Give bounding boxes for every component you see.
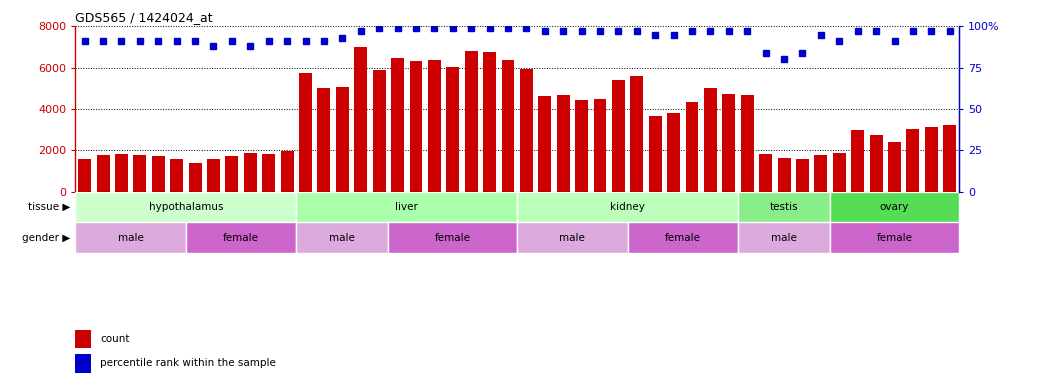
Bar xyxy=(575,100,588,192)
Text: percentile rank within the sample: percentile rank within the sample xyxy=(101,358,276,368)
Text: kidney: kidney xyxy=(610,202,646,212)
Text: male: male xyxy=(117,233,144,243)
Bar xyxy=(75,354,91,373)
Bar xyxy=(778,158,790,192)
Bar xyxy=(518,222,628,253)
Bar xyxy=(722,94,736,192)
Bar xyxy=(115,154,128,192)
Bar xyxy=(556,95,570,192)
Bar xyxy=(685,102,698,192)
Bar xyxy=(244,153,257,192)
Bar xyxy=(738,222,830,253)
Bar xyxy=(79,159,91,192)
Bar xyxy=(668,113,680,192)
Bar xyxy=(907,129,919,192)
Bar xyxy=(833,153,846,192)
Bar xyxy=(297,192,518,222)
Bar xyxy=(170,159,183,192)
Bar xyxy=(704,88,717,192)
Bar xyxy=(830,192,959,222)
Bar xyxy=(870,135,882,192)
Text: testis: testis xyxy=(769,202,799,212)
Text: male: male xyxy=(560,233,586,243)
Bar xyxy=(888,142,901,192)
Bar xyxy=(189,163,201,192)
Bar xyxy=(299,73,312,192)
Bar xyxy=(152,156,165,192)
Bar xyxy=(925,127,938,192)
Bar xyxy=(391,58,403,192)
Text: female: female xyxy=(435,233,471,243)
Bar xyxy=(851,130,865,192)
Text: count: count xyxy=(101,334,130,344)
Bar xyxy=(814,155,827,192)
Bar xyxy=(520,69,532,192)
Bar xyxy=(389,222,518,253)
Text: female: female xyxy=(664,233,701,243)
Bar xyxy=(428,60,441,192)
Bar xyxy=(297,222,389,253)
Text: gender ▶: gender ▶ xyxy=(22,233,70,243)
Bar xyxy=(225,156,238,192)
Text: male: male xyxy=(771,233,798,243)
Bar xyxy=(628,222,738,253)
Bar xyxy=(649,116,661,192)
Bar xyxy=(75,192,297,222)
Bar xyxy=(281,152,293,192)
Text: female: female xyxy=(876,233,913,243)
Bar xyxy=(830,222,959,253)
Text: male: male xyxy=(329,233,355,243)
Bar xyxy=(593,99,607,192)
Bar xyxy=(943,126,956,192)
Bar xyxy=(318,88,330,192)
Bar xyxy=(612,80,625,192)
Bar xyxy=(631,76,643,192)
Bar xyxy=(446,66,459,192)
Bar xyxy=(75,330,91,348)
Text: liver: liver xyxy=(395,202,418,212)
Bar xyxy=(410,62,422,192)
Bar xyxy=(483,52,496,192)
Bar xyxy=(759,154,772,192)
Bar xyxy=(738,192,830,222)
Bar xyxy=(464,51,478,192)
Bar xyxy=(539,96,551,192)
Bar xyxy=(373,70,386,192)
Bar xyxy=(185,222,297,253)
Text: female: female xyxy=(223,233,259,243)
Bar xyxy=(96,155,109,192)
Bar xyxy=(133,156,147,192)
Text: tissue ▶: tissue ▶ xyxy=(28,202,70,212)
Bar xyxy=(796,159,809,192)
Bar xyxy=(502,60,515,192)
Bar xyxy=(208,159,220,192)
Bar xyxy=(262,154,276,192)
Text: GDS565 / 1424024_at: GDS565 / 1424024_at xyxy=(75,11,213,24)
Bar xyxy=(336,87,349,192)
Bar xyxy=(354,46,367,192)
Bar xyxy=(75,222,185,253)
Text: hypothalamus: hypothalamus xyxy=(149,202,223,212)
Bar xyxy=(518,192,738,222)
Text: ovary: ovary xyxy=(880,202,910,212)
Bar xyxy=(741,95,754,192)
